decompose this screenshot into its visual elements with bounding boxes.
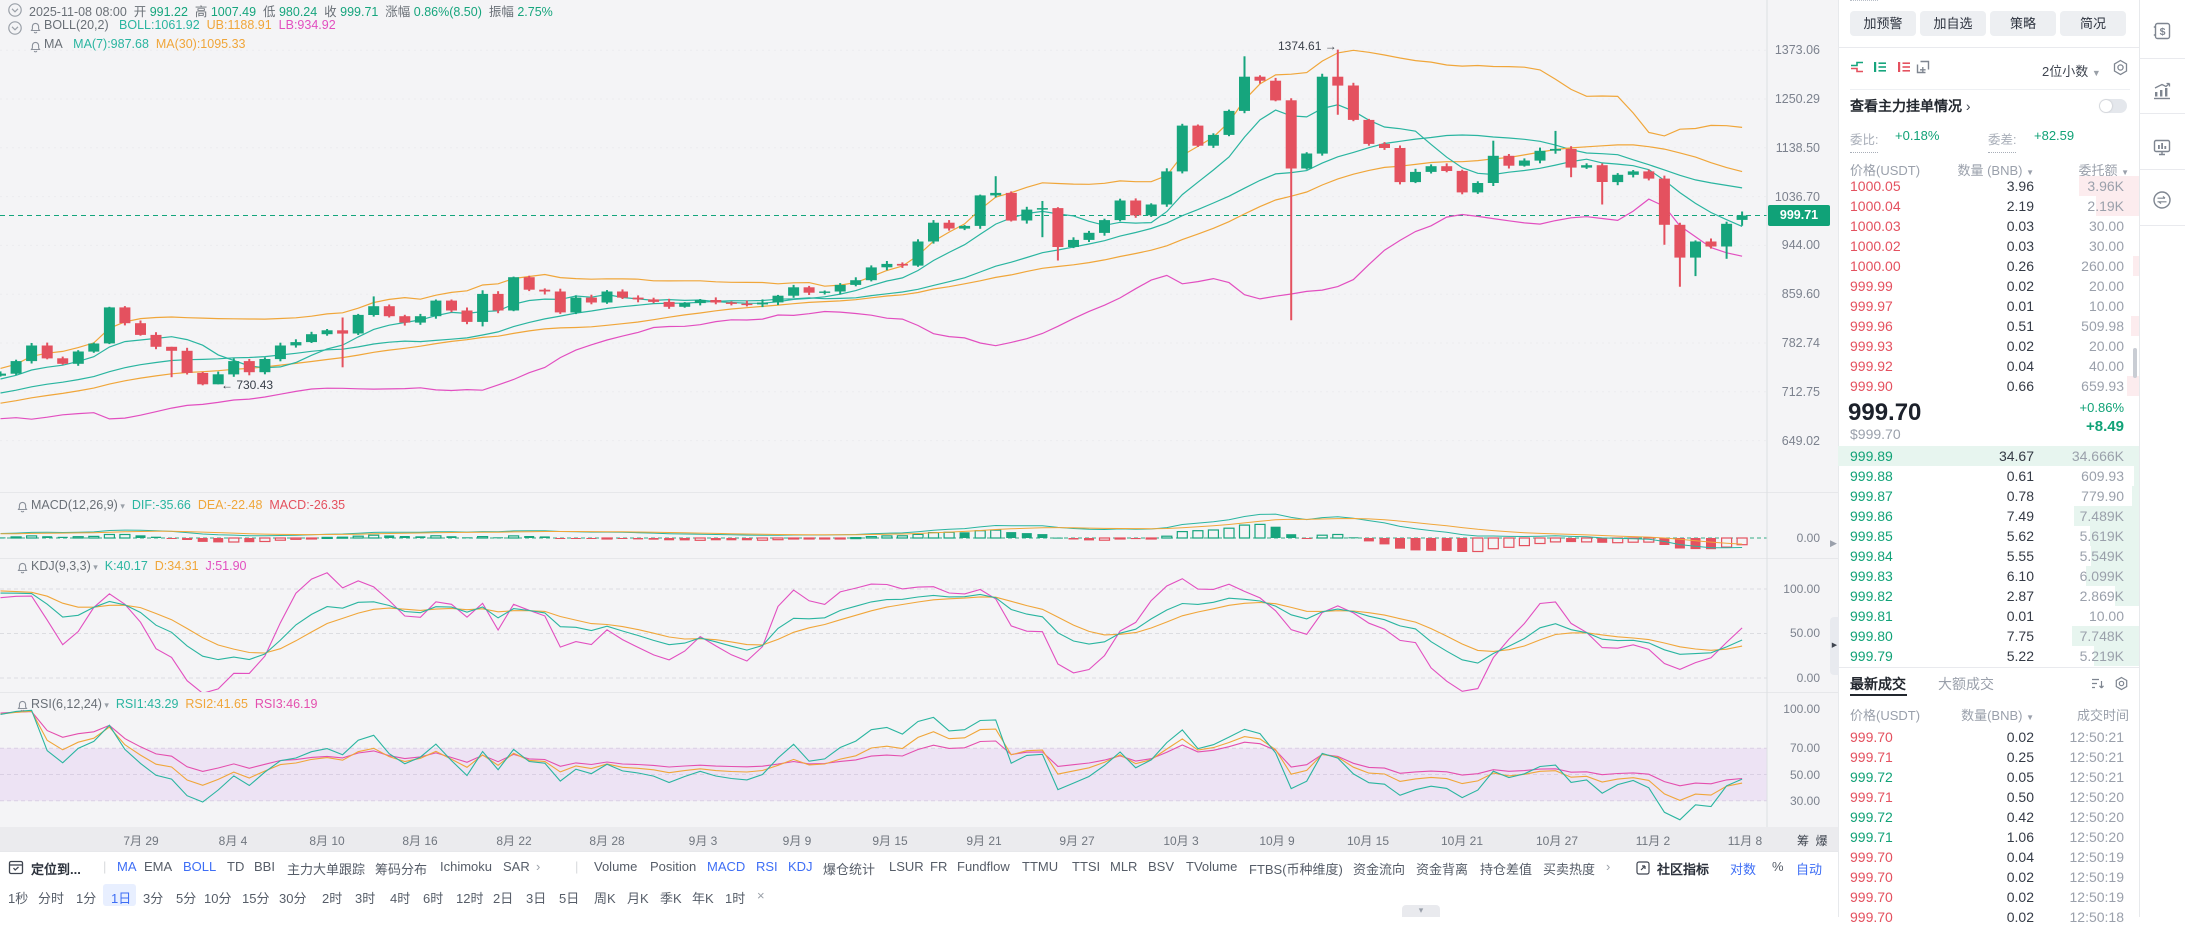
svg-text:$: $ — [2160, 26, 2166, 38]
